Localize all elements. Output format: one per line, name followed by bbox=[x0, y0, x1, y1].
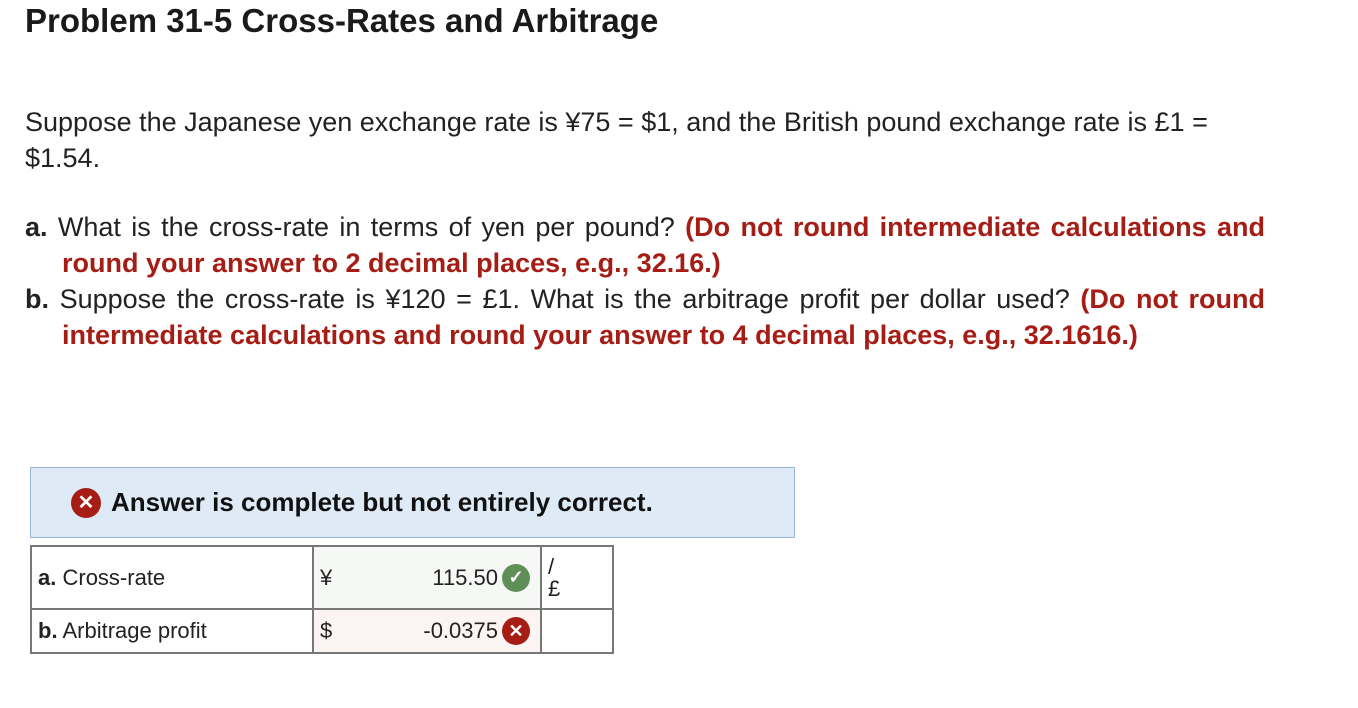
page-title: Problem 31-5 Cross-Rates and Arbitrage bbox=[25, 2, 659, 39]
row-label: b. Arbitrage profit bbox=[30, 608, 314, 654]
answer-value: -0.0375 bbox=[423, 618, 498, 643]
currency-symbol: ¥ bbox=[320, 564, 333, 590]
part-question: Suppose the cross-rate is ¥120 = £1. Wha… bbox=[59, 284, 1070, 314]
banner-text: Answer is complete but not entirely corr… bbox=[111, 487, 653, 517]
unit-symbol: £ bbox=[548, 575, 561, 601]
part-letter: a. bbox=[25, 212, 48, 242]
answer-value: 115.50 bbox=[432, 564, 498, 590]
part-instruction: (Do not round intermediate calculations … bbox=[62, 284, 1265, 350]
table-row: b. Arbitrage profit $ -0.0375 ✕ bbox=[30, 608, 614, 654]
question-parts: a. What is the cross-rate in terms of ye… bbox=[25, 209, 1265, 353]
answer-table: a. Cross-rate ¥115.50 ✓ / £ b. Arbitrage p… bbox=[30, 545, 614, 654]
row-label-text: Arbitrage profit bbox=[62, 618, 207, 643]
x-circle-icon: ✕ bbox=[71, 487, 101, 518]
answer-input-arbitrage-profit[interactable]: $ -0.0375 ✕ bbox=[312, 608, 542, 654]
part-question: What is the cross-rate in terms of yen p… bbox=[57, 212, 675, 242]
part-instruction: (Do not round intermediate calculations … bbox=[62, 212, 1265, 278]
table-row: a. Cross-rate ¥115.50 ✓ / £ bbox=[30, 545, 614, 610]
currency-symbol: $ bbox=[320, 618, 333, 643]
unit-slash: / bbox=[548, 553, 555, 579]
part-letter: b. bbox=[25, 284, 49, 314]
check-circle-icon: ✓ bbox=[502, 563, 530, 592]
answer-input-cross-rate[interactable]: ¥115.50 ✓ bbox=[312, 545, 542, 610]
result-banner: ✕ Answer is complete but not entirely co… bbox=[30, 467, 795, 538]
row-label: a. Cross-rate bbox=[30, 545, 314, 610]
unit-cell bbox=[540, 608, 614, 654]
row-label-text: Cross-rate bbox=[62, 564, 166, 590]
row-letter: a. bbox=[38, 564, 57, 590]
part-b: b. Suppose the cross-rate is ¥120 = £1. … bbox=[25, 281, 1265, 353]
problem-intro: Suppose the Japanese yen exchange rate i… bbox=[25, 107, 1208, 173]
part-a: a. What is the cross-rate in terms of ye… bbox=[25, 209, 1265, 281]
unit-cell: / £ bbox=[540, 545, 614, 610]
row-letter: b. bbox=[38, 618, 58, 643]
x-circle-icon: ✕ bbox=[502, 617, 530, 645]
